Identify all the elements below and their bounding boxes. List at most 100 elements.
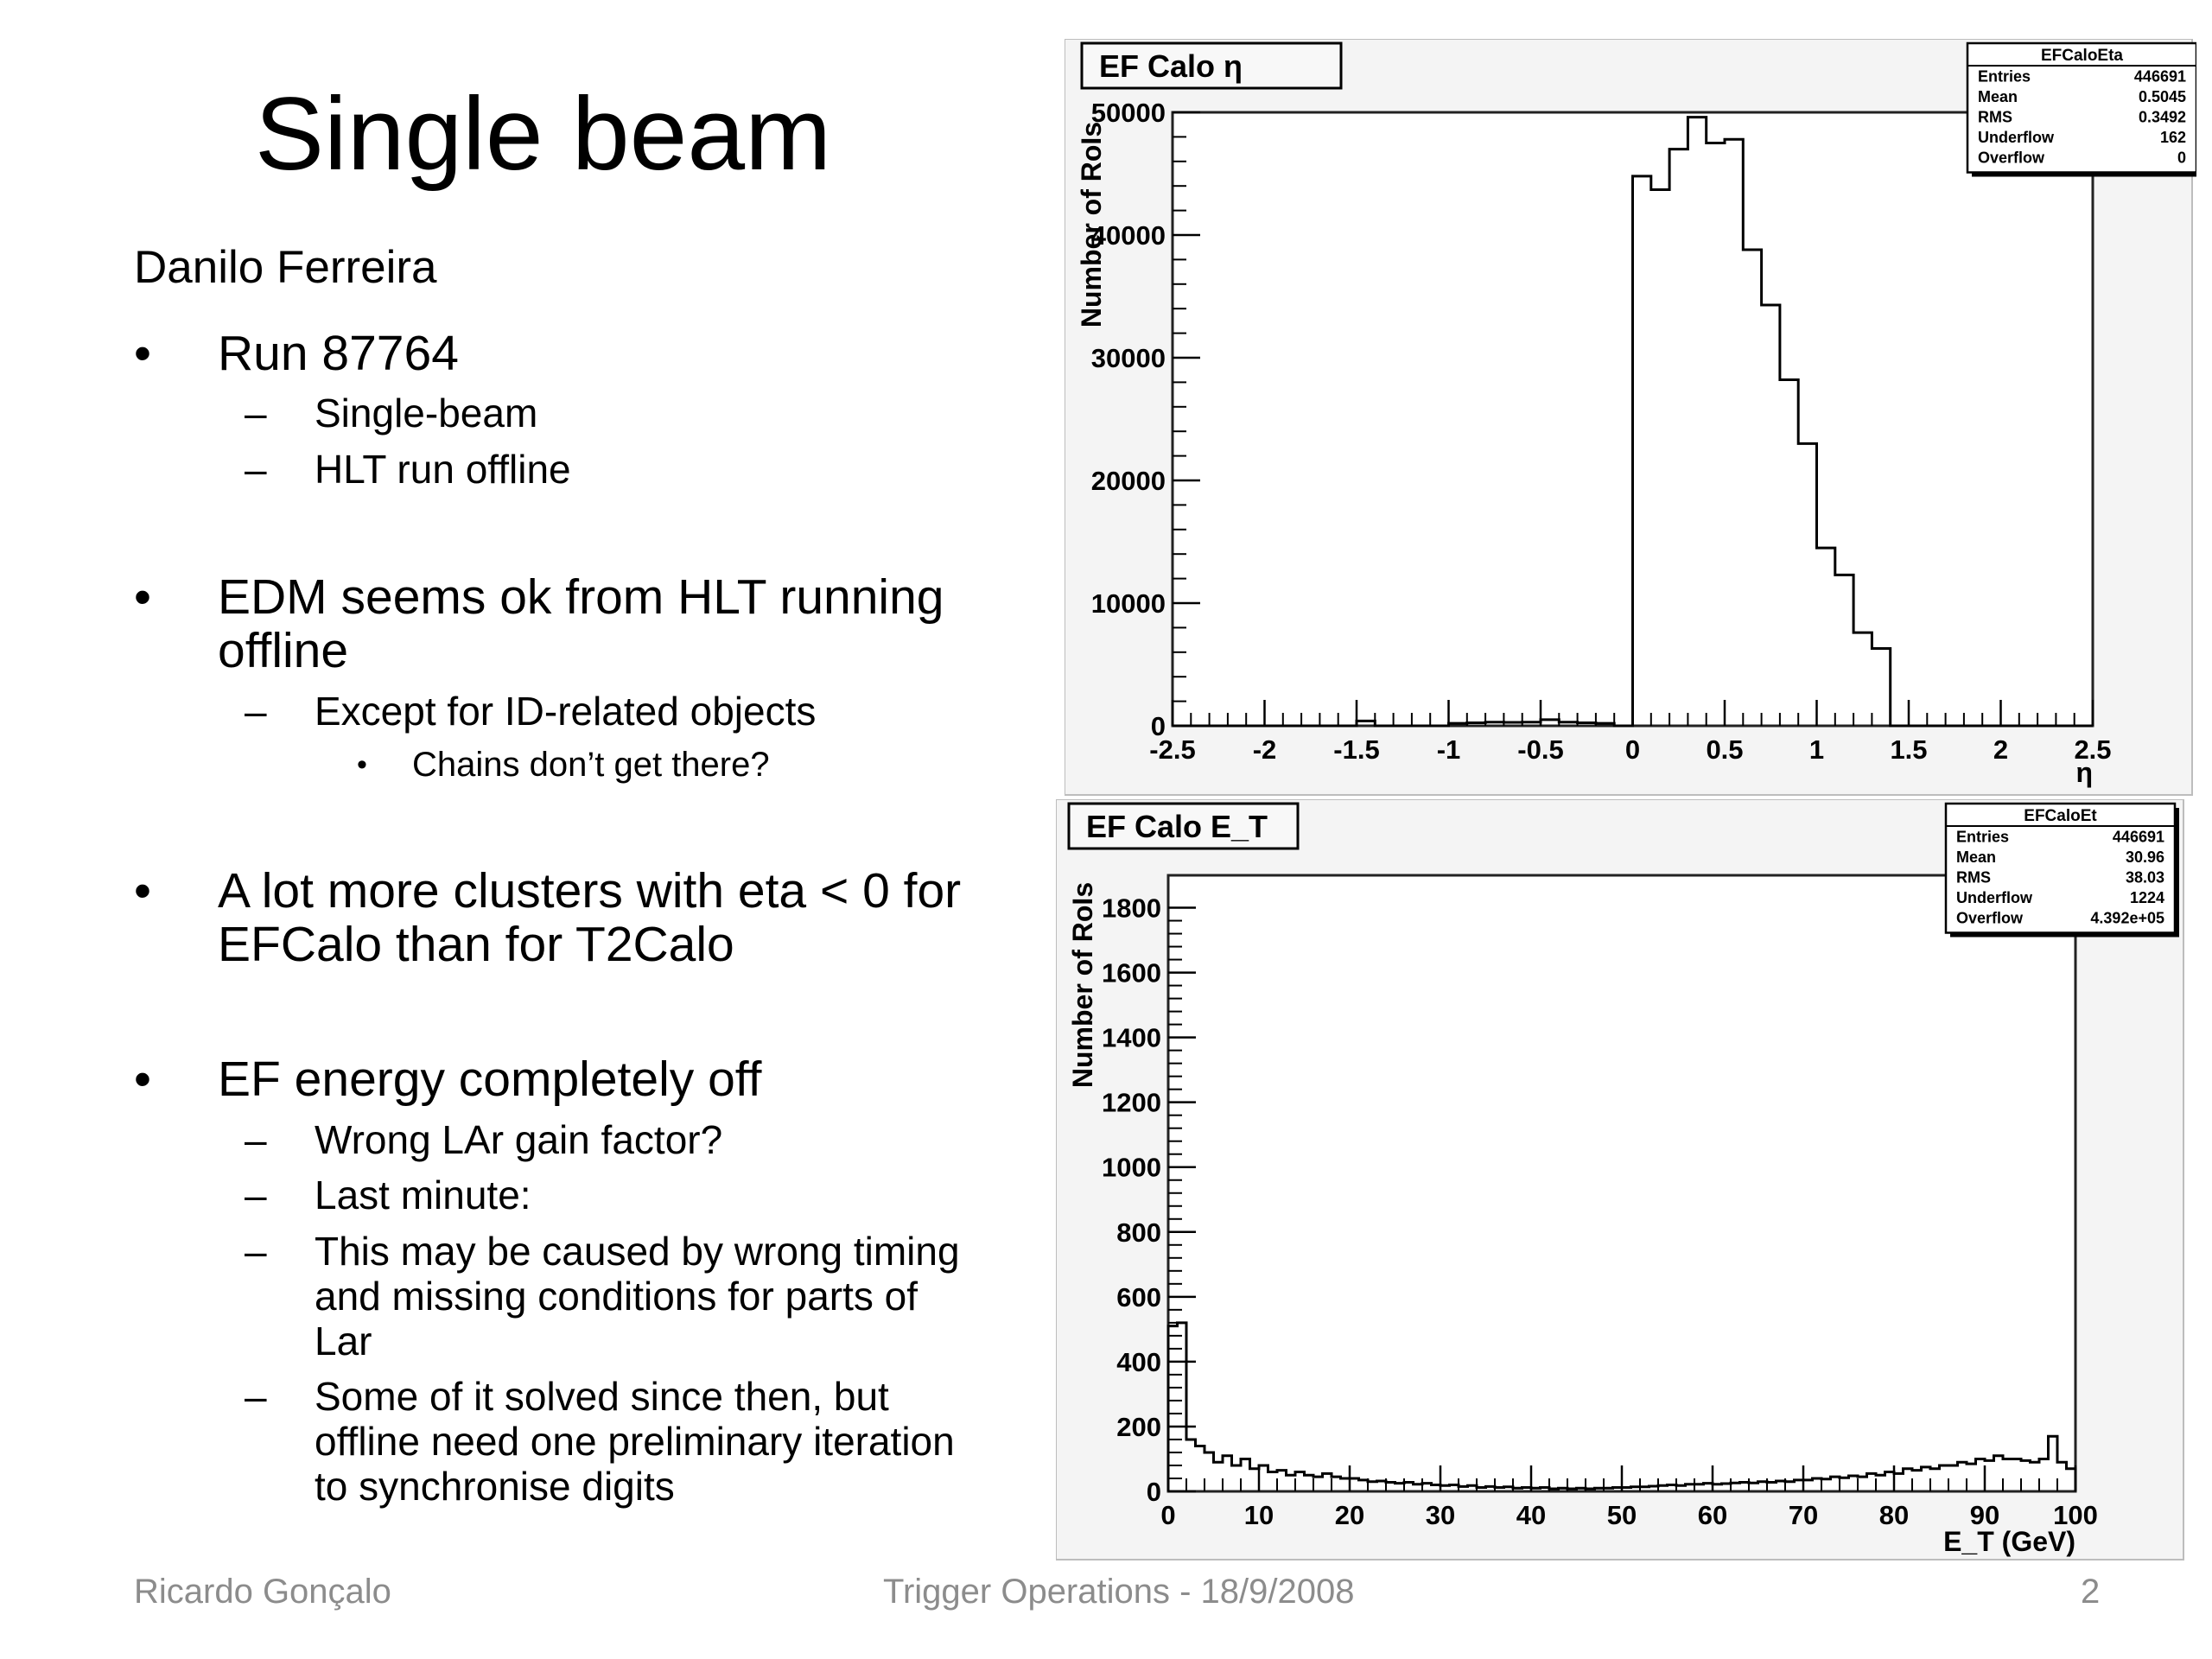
stats-value: 30.96 <box>2126 849 2164 866</box>
bullet-clusters-eta: A lot more clusters with eta < 0 for EFC… <box>218 863 962 972</box>
stats-label: Entries <box>1978 68 2031 86</box>
bullet-edm: EDM seems ok from HLT running offline <box>218 569 944 678</box>
y-tick-label: 600 <box>1116 1282 1161 1313</box>
x-tick-label: 0 <box>1160 1500 1175 1530</box>
x-tick-label: 20 <box>1335 1500 1364 1530</box>
sub-sub-bullet-marker: • <box>357 748 367 781</box>
x-tick-label: 100 <box>2053 1500 2098 1530</box>
chart-title: EF Calo E_T <box>1086 809 1268 844</box>
slide-title: Single beam <box>255 76 832 192</box>
y-axis-label: Number of RoIs <box>1076 122 1107 327</box>
bullet-marker: • <box>134 1052 151 1107</box>
histogram-outline <box>1166 1321 2077 1491</box>
stats-label: Entries <box>1956 829 2009 846</box>
stats-value: 1224 <box>2130 889 2164 906</box>
sub-bullet-id-objects: Except for ID-related objects <box>315 689 817 734</box>
stats-label: RMS <box>1956 869 1991 887</box>
chart-title-box <box>1080 41 1343 90</box>
x-tick-label: -1 <box>1437 734 1461 765</box>
y-tick-label: 10000 <box>1091 588 1166 619</box>
bullet-marker: • <box>134 569 151 625</box>
sub-bullet-marker: – <box>245 1374 267 1419</box>
y-tick-label: 800 <box>1116 1217 1161 1248</box>
x-axis-label: η <box>2075 757 2093 788</box>
footer-page-number: 2 <box>2081 1573 2101 1611</box>
y-tick-label: 1800 <box>1102 893 1161 924</box>
y-axis-label: Number of RoIs <box>1067 882 1098 1088</box>
stats-value: 446691 <box>2113 829 2164 846</box>
chart-title-box <box>1067 802 1300 850</box>
x-tick-label: 1 <box>1809 734 1824 765</box>
stats-label: Mean <box>1978 88 2018 105</box>
stats-value: 38.03 <box>2126 869 2164 887</box>
sub-sub-bullet-chains: Chains don’t get there? <box>412 746 770 784</box>
x-tick-label: 40 <box>1516 1500 1546 1530</box>
y-tick-label: 0 <box>1151 711 1166 741</box>
stats-value: 4.392e+05 <box>2090 910 2164 927</box>
x-tick-label: 0.5 <box>1706 734 1743 765</box>
x-tick-label: 1.5 <box>1890 734 1927 765</box>
y-tick-label: 1400 <box>1102 1023 1161 1053</box>
footer-title: Trigger Operations - 18/9/2008 <box>883 1573 1355 1611</box>
stats-box <box>1966 41 2196 174</box>
sub-bullet-marker: – <box>245 391 267 435</box>
plot-frame <box>1166 874 2077 1493</box>
stats-value: 0.5045 <box>2139 88 2186 105</box>
chart-title: EF Calo η <box>1099 48 1243 84</box>
sub-bullet-marker: – <box>245 447 267 492</box>
x-tick-label: 70 <box>1789 1500 1818 1530</box>
x-tick-label: 10 <box>1244 1500 1274 1530</box>
x-tick-label: 60 <box>1698 1500 1727 1530</box>
stats-label: Overflow <box>1956 910 2024 927</box>
stats-label: Mean <box>1956 849 1996 866</box>
y-tick-label: 30000 <box>1091 343 1166 373</box>
sub-bullet-hlt-offline: HLT run offline <box>315 447 571 492</box>
x-tick-label: 90 <box>1970 1500 1999 1530</box>
stats-value: 0 <box>2177 149 2186 167</box>
footer-author: Ricardo Gonçalo <box>134 1573 391 1611</box>
bullet-marker: • <box>134 863 151 918</box>
sub-bullet-gain-factor: Wrong LAr gain factor? <box>315 1117 723 1162</box>
stats-box-title: EFCaloEta <box>2041 47 2123 65</box>
y-tick-label: 50000 <box>1091 98 1166 128</box>
x-tick-label: -1.5 <box>1333 734 1379 765</box>
stats-box <box>1944 802 2177 934</box>
stats-value: 0.3492 <box>2139 109 2186 126</box>
y-tick-label: 0 <box>1147 1477 1161 1507</box>
histogram-outline <box>1173 116 2093 728</box>
y-tick-label: 1200 <box>1102 1088 1161 1118</box>
sub-bullet-marker: – <box>245 1229 267 1274</box>
x-tick-label: 80 <box>1879 1500 1909 1530</box>
stats-label: Overflow <box>1978 149 2045 167</box>
y-tick-label: 20000 <box>1091 466 1166 496</box>
x-tick-label: -2 <box>1253 734 1277 765</box>
y-tick-label: 200 <box>1116 1412 1161 1442</box>
eta-histogram-chart: 0 10000 20000 30000 40000 50000 -2.5 -2 -1.5 -1 -0… <box>1065 39 2196 796</box>
x-tick-label: 50 <box>1607 1500 1637 1530</box>
x-tick-label: -2.5 <box>1149 734 1195 765</box>
sub-bullet-last-minute: Last minute: <box>315 1173 531 1217</box>
x-tick-label: 2 <box>1993 734 2008 765</box>
x-tick-label: -0.5 <box>1517 734 1563 765</box>
stats-label: Underflow <box>1956 889 2033 906</box>
sub-bullet-single-beam: Single-beam <box>315 391 538 435</box>
x-tick-label: 30 <box>1426 1500 1455 1530</box>
stats-label: RMS <box>1978 109 2012 126</box>
et-histogram-chart: 0 200 400 600 800 1000 1200 1400 1600 1800 0 10 20 30… <box>1056 799 2184 1560</box>
sub-bullet-synchronise: Some of it solved since then, but offlin… <box>315 1374 955 1509</box>
sub-bullet-timing: This may be caused by wrong timing and m… <box>315 1229 960 1363</box>
bullet-marker: • <box>134 326 151 381</box>
y-tick-label: 1600 <box>1102 958 1161 988</box>
sub-bullet-marker: – <box>245 689 267 734</box>
sub-bullet-marker: – <box>245 1173 267 1217</box>
stats-value: 162 <box>2160 129 2186 146</box>
author-name: Danilo Ferreira <box>134 242 437 293</box>
stats-value: 446691 <box>2134 68 2186 86</box>
y-tick-label: 400 <box>1116 1347 1161 1377</box>
bullet-ef-energy: EF energy completely off <box>218 1052 762 1107</box>
stats-label: Underflow <box>1978 129 2055 146</box>
x-tick-label: 2.5 <box>2074 734 2111 765</box>
y-tick-label: 1000 <box>1102 1153 1161 1183</box>
y-tick-label: 40000 <box>1091 220 1166 251</box>
bullet-run-number: Run 87764 <box>218 326 459 381</box>
